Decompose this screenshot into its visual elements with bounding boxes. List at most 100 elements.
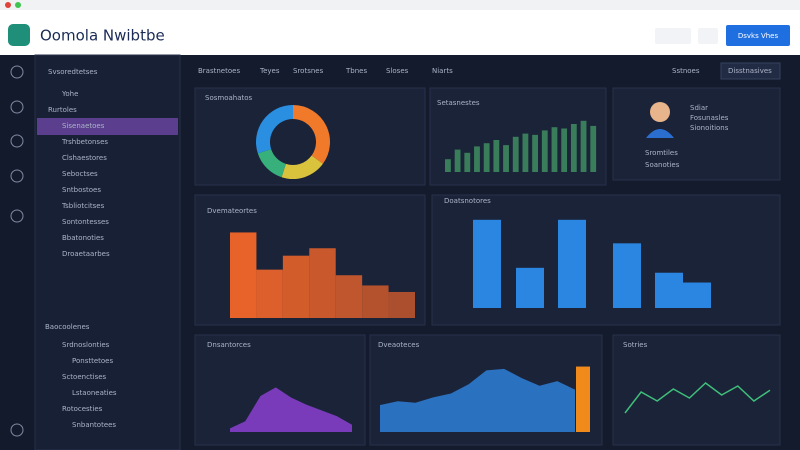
primary-button-label[interactable]: Dsvks Vhes — [738, 32, 779, 40]
bar — [558, 219, 586, 308]
sidebar-item[interactable]: Sisenaetoes — [62, 122, 105, 130]
sidebar-item[interactable]: Sontontesses — [62, 218, 109, 226]
panel-title: Setasnestes — [437, 99, 480, 107]
bar — [532, 134, 538, 172]
avatar-body — [646, 129, 674, 138]
panel-title: Dveaoteces — [378, 341, 420, 349]
toolbar-item[interactable]: Disstnasives — [728, 67, 772, 75]
area — [380, 368, 575, 432]
toolbar-button[interactable] — [720, 62, 781, 80]
bar — [474, 146, 480, 172]
bar — [512, 136, 519, 172]
panel-title: Dvemateortes — [207, 207, 257, 215]
line — [624, 382, 771, 414]
tab[interactable]: Brastnetoes — [198, 67, 240, 75]
tab[interactable]: Sloses — [386, 67, 409, 75]
bar — [282, 255, 310, 318]
bar — [580, 120, 587, 172]
panel-title: Sosmoahatos — [205, 94, 253, 102]
panel-title: Dnsantorces — [207, 341, 251, 349]
bar — [309, 248, 336, 318]
sidebar-item[interactable]: Trshbetonses — [61, 138, 108, 146]
bar — [503, 145, 509, 172]
tab[interactable]: Srotsnes — [293, 67, 324, 75]
profile-text: Fosunasles — [690, 114, 729, 122]
rail-icon[interactable] — [10, 169, 24, 183]
panel — [612, 334, 781, 446]
sidebar-item[interactable]: Sntbostoes — [62, 186, 101, 194]
tab[interactable]: Teyes — [259, 67, 280, 75]
donut-slice — [257, 149, 286, 178]
bar — [256, 269, 283, 318]
window-dot — [15, 2, 21, 8]
sidebar-item[interactable]: Sctoenctises — [62, 373, 107, 381]
window-dot — [5, 2, 11, 8]
rail-icon[interactable] — [10, 209, 24, 223]
sidebar-item[interactable]: Tsbliotcitses — [61, 202, 105, 210]
rail-icon[interactable] — [10, 134, 24, 148]
browser-strip — [0, 0, 800, 10]
bar — [516, 267, 544, 308]
primary-button[interactable] — [726, 25, 790, 46]
bar — [613, 243, 641, 308]
donut-slice — [256, 105, 293, 154]
rail-icon[interactable] — [10, 100, 24, 114]
area — [230, 387, 352, 432]
sidebar-item[interactable]: Clshaestores — [62, 154, 107, 162]
bar — [522, 133, 529, 172]
profile-text: Sionoitions — [690, 124, 729, 132]
bar — [570, 124, 577, 172]
panel — [612, 87, 781, 181]
bar — [230, 232, 257, 318]
icon-rail — [0, 55, 35, 450]
sidebar-item[interactable]: Seboctses — [62, 170, 98, 178]
profile-text: Sdiar — [690, 104, 708, 112]
bar — [655, 272, 683, 308]
donut-slice — [281, 155, 323, 179]
sidebar-item[interactable]: Ponsttetoes — [72, 357, 113, 365]
bar — [388, 291, 415, 318]
panel-title: Doatsnotores — [444, 197, 491, 205]
profile-stat: Sromtiles — [645, 149, 678, 157]
bar — [483, 143, 490, 172]
sidebar-section: Baocoolenes — [45, 323, 90, 331]
panel-title: Sotries — [623, 341, 648, 349]
sidebar-item[interactable]: Snbantotees — [72, 421, 116, 429]
toolbar-item[interactable]: Sstnoes — [672, 67, 700, 75]
sidebar-item[interactable]: Rotocesties — [62, 405, 103, 413]
bar — [464, 152, 471, 172]
sidebar-active — [37, 118, 178, 135]
bar — [683, 282, 711, 308]
bar — [445, 159, 451, 172]
sidebar-item[interactable]: Droaetaarbes — [62, 250, 110, 258]
sidebar-item[interactable]: Lstaoneaties — [72, 389, 117, 397]
sidebar-item[interactable]: Yohe — [61, 90, 78, 98]
app-title: Oomola Nwibtbe — [40, 27, 165, 45]
bar — [335, 275, 363, 318]
sidebar-item[interactable]: Bbatonoties — [62, 234, 104, 242]
icon-button[interactable] — [655, 28, 691, 44]
bar — [473, 219, 501, 308]
highlight-bar — [576, 366, 590, 432]
profile-stat: Soanoties — [645, 161, 680, 169]
icon-button[interactable] — [698, 28, 718, 44]
logo — [8, 24, 30, 46]
bar — [561, 128, 568, 172]
tab[interactable]: Niarts — [432, 67, 453, 75]
sidebar-item[interactable]: Srdnoslonties — [62, 341, 110, 349]
bar — [362, 285, 389, 318]
tab[interactable]: Tbnes — [345, 67, 367, 75]
panel — [194, 87, 426, 186]
donut-slice — [293, 105, 330, 164]
bar — [493, 140, 500, 172]
rail-icon[interactable] — [10, 65, 24, 79]
avatar — [650, 102, 670, 122]
sidebar-section: Svsoredtetses — [48, 68, 98, 76]
bar — [551, 127, 558, 172]
rail-icon[interactable] — [10, 423, 24, 437]
bar — [454, 149, 461, 172]
sidebar-item[interactable]: Rurtoles — [48, 106, 77, 114]
bar — [590, 125, 597, 172]
